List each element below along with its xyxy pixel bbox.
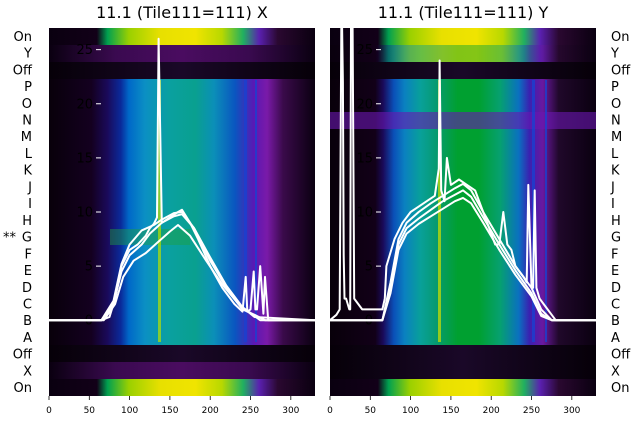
- panel-x: 11.1 (Tile111=111) X: [49, 3, 315, 396]
- row-label: O: [611, 97, 621, 112]
- row-label: On: [14, 381, 32, 396]
- x-tick-label: 300: [282, 406, 299, 416]
- heatmap-blue-streak: [545, 80, 547, 342]
- row-label: J: [27, 180, 32, 195]
- x-tick-label: 0: [46, 406, 52, 416]
- row-label: On: [611, 30, 629, 45]
- row-label: F: [611, 247, 618, 262]
- row-label: P: [24, 80, 32, 95]
- x-tick-label: 200: [483, 406, 500, 416]
- row-label: D: [22, 281, 32, 296]
- row-label: D: [611, 281, 621, 296]
- y-tick-label: 5: [85, 260, 93, 275]
- heatmap-vertical-streak: [158, 80, 161, 342]
- row-label: L: [25, 147, 33, 162]
- x-tick-label: 200: [202, 406, 219, 416]
- y-tick-label: 15: [76, 151, 93, 166]
- x-tick-label: 50: [84, 406, 96, 416]
- row-label: X: [23, 364, 32, 379]
- heatmap-x-band: [49, 362, 315, 379]
- heatmap-on-band-bottom: [330, 379, 596, 396]
- series-line: [49, 224, 316, 322]
- row-label: Off: [611, 348, 631, 363]
- row-label: Off: [13, 63, 33, 78]
- row-label: K: [23, 164, 32, 179]
- row-label: K: [611, 164, 620, 179]
- row-label: H: [611, 214, 621, 229]
- row-label: M: [21, 130, 32, 145]
- x-tick-label: 250: [523, 406, 540, 416]
- heatmap-x-band: [330, 362, 596, 379]
- series-line: [49, 211, 315, 322]
- row-label: I: [28, 197, 32, 212]
- heatmap-off-band-top: [49, 62, 315, 79]
- x-tick-label: 0: [327, 406, 333, 416]
- row-label: B: [23, 314, 32, 329]
- panel-title: 11.1 (Tile111=111) Y: [378, 3, 549, 22]
- row-label: B: [611, 314, 620, 329]
- row-label: Off: [13, 348, 33, 363]
- series-line: [330, 196, 596, 322]
- panel-y: 11.1 (Tile111=111) Y: [330, 3, 596, 396]
- x-tick-label: 300: [563, 406, 580, 416]
- y-tick-label: 15: [356, 151, 373, 166]
- row-label: H: [22, 214, 32, 229]
- row-label: On: [14, 30, 32, 45]
- row-label: E: [611, 264, 619, 279]
- heatmap-blue-streak: [244, 80, 247, 342]
- row-label: C: [611, 298, 620, 313]
- heatmap-off-band-top: [330, 62, 596, 79]
- row-label: P: [611, 80, 619, 95]
- row-label: G: [611, 231, 621, 246]
- heatmap-n-band: [330, 112, 596, 129]
- y-tick-label: 10: [76, 206, 93, 221]
- x-tick-label: 250: [242, 406, 259, 416]
- row-label: On: [611, 381, 629, 396]
- x-tick-label: 150: [442, 406, 459, 416]
- heatmap-y-band: [330, 45, 596, 62]
- row-marker: **: [3, 231, 17, 246]
- row-label: G: [22, 231, 32, 246]
- y-tick-label: 10: [356, 206, 373, 221]
- heatmap-off-band-bottom: [330, 345, 596, 362]
- row-label: N: [22, 114, 32, 129]
- y-tick-label: 25: [76, 43, 93, 58]
- x-tick-label: 100: [402, 406, 419, 416]
- x-tick-label: 50: [365, 406, 377, 416]
- row-label: A: [23, 331, 32, 346]
- y-tick-label: 25: [356, 43, 373, 58]
- heatmap-y-band: [49, 45, 315, 62]
- row-label: I: [611, 197, 615, 212]
- heatmap-on-band-top: [49, 28, 315, 45]
- row-label: Y: [610, 47, 619, 62]
- row-label: C: [23, 298, 32, 313]
- row-label: A: [611, 331, 620, 346]
- y-tick-label: 0: [365, 314, 373, 329]
- y-tick-label: 20: [76, 97, 93, 112]
- heatmap-on-band-top: [330, 28, 596, 45]
- panel-title: 11.1 (Tile111=111) X: [96, 3, 268, 22]
- row-label: M: [611, 130, 622, 145]
- x-tick-label: 150: [161, 406, 178, 416]
- row-label: F: [25, 247, 32, 262]
- heatmap-background: [330, 28, 596, 396]
- row-label: X: [611, 364, 620, 379]
- heatmap-highlight-row-g: [110, 229, 190, 245]
- row-label: E: [24, 264, 32, 279]
- heatmap-on-band-bottom: [49, 379, 315, 396]
- x-tick-label: 100: [121, 406, 138, 416]
- row-label: Y: [23, 47, 32, 62]
- row-label: L: [611, 147, 619, 162]
- heatmap-off-band-bottom: [49, 345, 315, 362]
- y-tick-label: 0: [85, 314, 93, 329]
- heatmap-blue-streak: [255, 80, 257, 342]
- y-tick-label: 20: [356, 97, 373, 112]
- row-label: O: [22, 97, 32, 112]
- row-label: N: [611, 114, 621, 129]
- y-tick-label: 5: [365, 260, 373, 275]
- row-label: Off: [611, 63, 631, 78]
- row-label: J: [610, 180, 615, 195]
